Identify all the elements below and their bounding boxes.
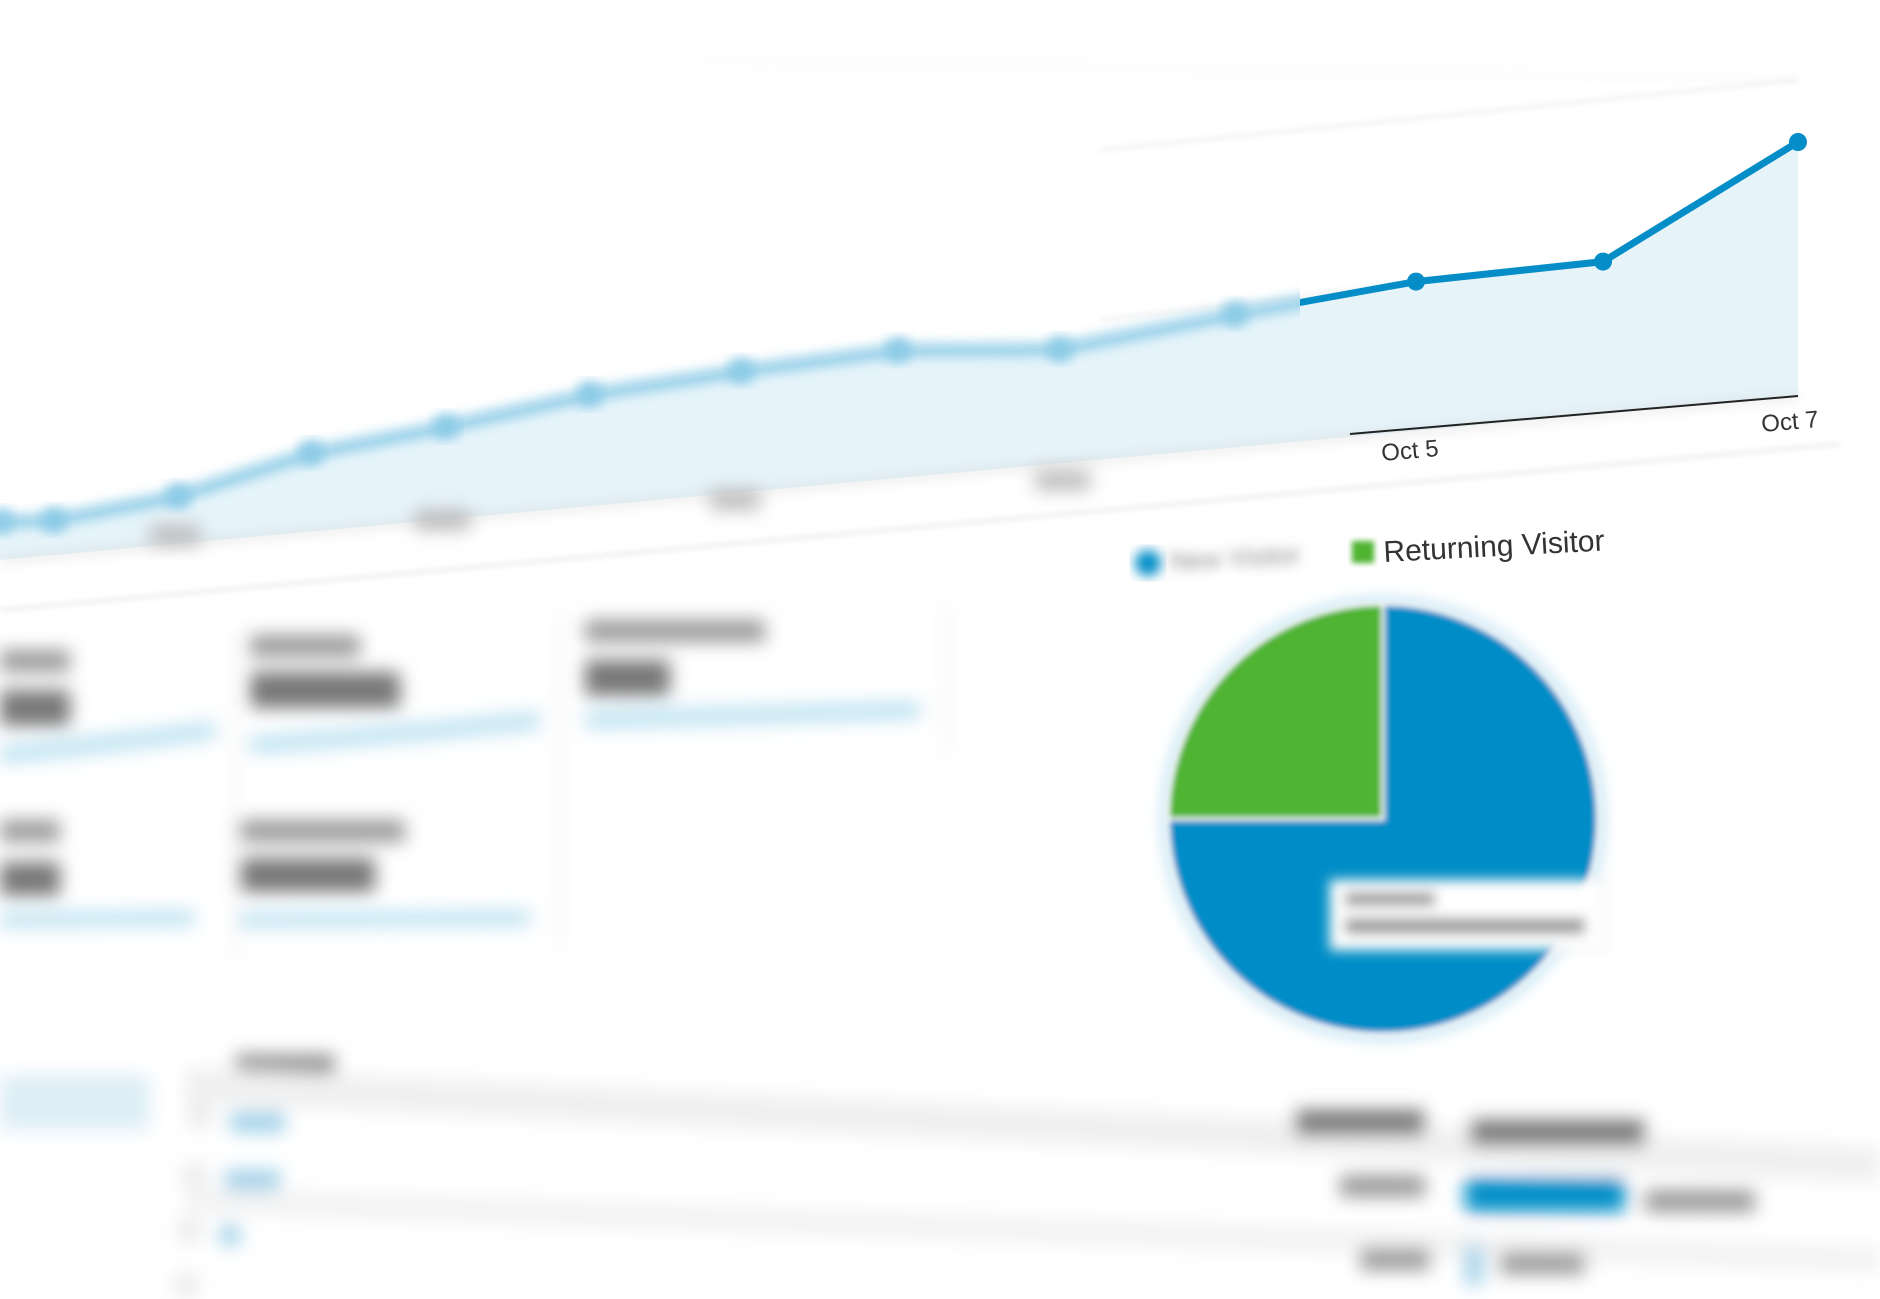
pie-slice[interactable]: [1166, 602, 1385, 821]
data-point[interactable]: [298, 440, 324, 467]
pie-tooltip: [1329, 879, 1606, 951]
data-point[interactable]: [1789, 133, 1807, 151]
pie-legend: New Visitor Returning Visitor: [1135, 524, 1605, 576]
data-point[interactable]: [1594, 252, 1612, 271]
axis-divider: [0, 443, 1841, 611]
data-point[interactable]: [577, 381, 603, 408]
legend-label: New Visitor: [1169, 539, 1302, 576]
visitor-pie-chart: [1160, 596, 1606, 1042]
x-tick-label: Oct 7: [1760, 406, 1819, 438]
x-axis-blurred: [0, 394, 1799, 562]
data-table: [0, 1055, 1880, 1296]
x-axis: [1349, 395, 1799, 435]
sessions-line-chart: [0, 133, 1807, 560]
metric-cards: [0, 600, 947, 960]
data-point[interactable]: [433, 413, 459, 440]
data-point[interactable]: [165, 483, 191, 510]
data-point[interactable]: [885, 337, 911, 364]
data-point[interactable]: [0, 508, 13, 535]
data-point[interactable]: [728, 358, 754, 385]
data-point[interactable]: [1222, 301, 1248, 328]
legend-swatch-icon: [1135, 550, 1161, 576]
legend-swatch-icon: [1352, 541, 1374, 563]
data-point[interactable]: [1047, 336, 1073, 363]
x-tick-label: Oct 5: [1380, 435, 1439, 467]
blurred-tick-labels: [150, 470, 1090, 545]
legend-new-visitor[interactable]: New Visitor: [1135, 539, 1301, 576]
legend-returning-visitor[interactable]: Returning Visitor: [1352, 524, 1605, 569]
legend-label: Returning Visitor: [1383, 524, 1606, 569]
data-point[interactable]: [41, 507, 67, 534]
data-point[interactable]: [1407, 272, 1425, 291]
